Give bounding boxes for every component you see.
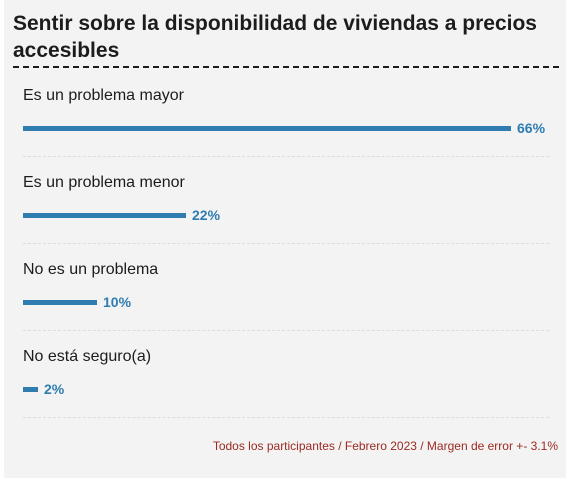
bar-row: Es un problema mayor 66% <box>23 70 549 157</box>
bar-value-label: 22% <box>192 207 221 223</box>
bar <box>23 212 186 218</box>
bar-row: No está seguro(a) 2% <box>23 331 549 418</box>
bar <box>23 299 97 305</box>
bar-row: No es un problema 10% <box>23 244 549 331</box>
bar-line: 2% <box>23 381 65 397</box>
bar <box>23 125 511 131</box>
category-label: Es un problema menor <box>23 174 185 191</box>
chart-card: Sentir sobre la disponibilidad de vivien… <box>4 0 566 478</box>
bar-line: 22% <box>23 207 221 223</box>
bar-value-label: 66% <box>517 120 546 136</box>
bar-row: Es un problema menor 22% <box>23 157 549 244</box>
bar-line: 10% <box>23 294 132 310</box>
bar-line: 66% <box>23 120 546 136</box>
title-divider <box>13 66 559 68</box>
category-label: Es un problema mayor <box>23 87 184 104</box>
chart-footnote: Todos los participantes / Febrero 2023 /… <box>212 439 558 453</box>
category-label: No es un problema <box>23 261 159 278</box>
bar-list: Es un problema mayor 66% Es un problema me… <box>23 70 549 418</box>
bar-value-label: 2% <box>44 381 65 397</box>
bar <box>23 386 38 392</box>
chart-title: Sentir sobre la disponibilidad de vivien… <box>13 12 537 62</box>
category-label: No está seguro(a) <box>23 348 152 365</box>
bar-value-label: 10% <box>103 294 132 310</box>
